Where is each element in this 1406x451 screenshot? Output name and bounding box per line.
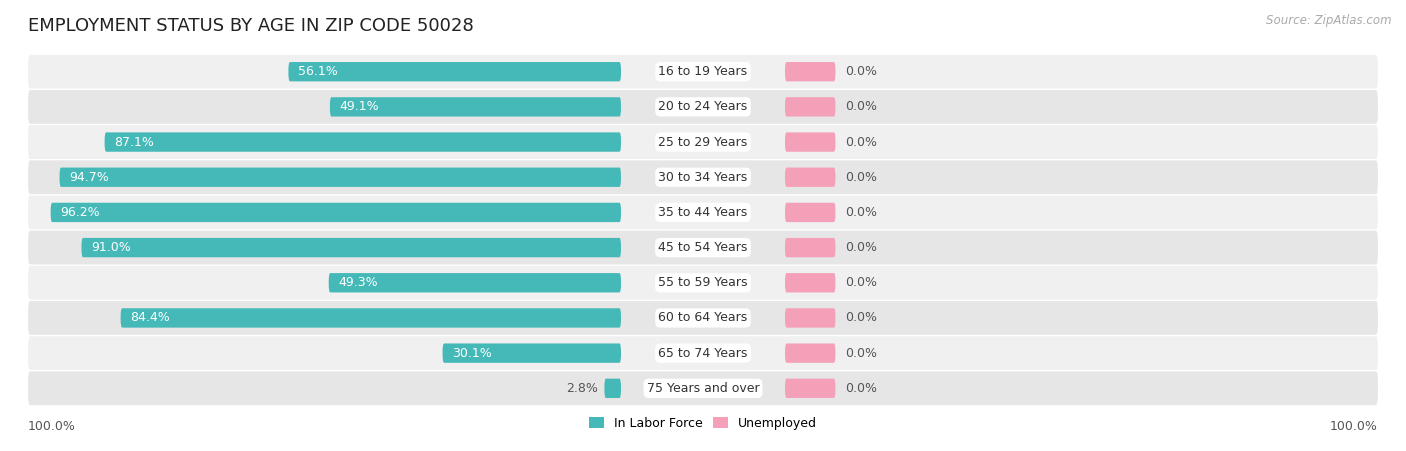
Text: 0.0%: 0.0% (845, 101, 877, 113)
Text: 60 to 64 Years: 60 to 64 Years (658, 312, 748, 324)
Text: 0.0%: 0.0% (845, 171, 877, 184)
Text: 65 to 74 Years: 65 to 74 Years (658, 347, 748, 359)
Text: Source: ZipAtlas.com: Source: ZipAtlas.com (1267, 14, 1392, 27)
FancyBboxPatch shape (785, 168, 835, 187)
Text: 0.0%: 0.0% (845, 241, 877, 254)
Text: 0.0%: 0.0% (845, 382, 877, 395)
FancyBboxPatch shape (28, 266, 1378, 299)
FancyBboxPatch shape (605, 379, 621, 398)
FancyBboxPatch shape (82, 238, 621, 257)
Text: 49.3%: 49.3% (339, 276, 378, 289)
FancyBboxPatch shape (785, 308, 835, 327)
Text: 0.0%: 0.0% (845, 206, 877, 219)
FancyBboxPatch shape (288, 62, 621, 81)
FancyBboxPatch shape (785, 133, 835, 152)
Text: 56.1%: 56.1% (298, 65, 337, 78)
Text: 84.4%: 84.4% (131, 312, 170, 324)
Text: 87.1%: 87.1% (114, 136, 153, 148)
FancyBboxPatch shape (785, 273, 835, 292)
Text: 49.1%: 49.1% (339, 101, 380, 113)
FancyBboxPatch shape (28, 301, 1378, 335)
FancyBboxPatch shape (28, 161, 1378, 194)
Text: 0.0%: 0.0% (845, 136, 877, 148)
Text: 0.0%: 0.0% (845, 276, 877, 289)
FancyBboxPatch shape (785, 379, 835, 398)
Text: EMPLOYMENT STATUS BY AGE IN ZIP CODE 50028: EMPLOYMENT STATUS BY AGE IN ZIP CODE 500… (28, 17, 474, 35)
FancyBboxPatch shape (785, 238, 835, 257)
Text: 55 to 59 Years: 55 to 59 Years (658, 276, 748, 289)
Text: 20 to 24 Years: 20 to 24 Years (658, 101, 748, 113)
FancyBboxPatch shape (28, 90, 1378, 124)
FancyBboxPatch shape (28, 372, 1378, 405)
FancyBboxPatch shape (28, 231, 1378, 264)
Text: 2.8%: 2.8% (567, 382, 598, 395)
FancyBboxPatch shape (785, 62, 835, 81)
Text: 35 to 44 Years: 35 to 44 Years (658, 206, 748, 219)
FancyBboxPatch shape (28, 55, 1378, 88)
Text: 25 to 29 Years: 25 to 29 Years (658, 136, 748, 148)
FancyBboxPatch shape (51, 203, 621, 222)
FancyBboxPatch shape (443, 344, 621, 363)
Text: 75 Years and over: 75 Years and over (647, 382, 759, 395)
FancyBboxPatch shape (28, 125, 1378, 159)
FancyBboxPatch shape (121, 308, 621, 327)
Text: 0.0%: 0.0% (845, 312, 877, 324)
FancyBboxPatch shape (785, 344, 835, 363)
FancyBboxPatch shape (329, 273, 621, 292)
FancyBboxPatch shape (28, 196, 1378, 229)
FancyBboxPatch shape (104, 133, 621, 152)
FancyBboxPatch shape (785, 203, 835, 222)
Text: 45 to 54 Years: 45 to 54 Years (658, 241, 748, 254)
Text: 16 to 19 Years: 16 to 19 Years (658, 65, 748, 78)
FancyBboxPatch shape (28, 336, 1378, 370)
Text: 100.0%: 100.0% (28, 420, 76, 433)
Text: 91.0%: 91.0% (91, 241, 131, 254)
FancyBboxPatch shape (330, 97, 621, 116)
Text: 96.2%: 96.2% (60, 206, 100, 219)
Text: 0.0%: 0.0% (845, 347, 877, 359)
Legend: In Labor Force, Unemployed: In Labor Force, Unemployed (583, 412, 823, 435)
FancyBboxPatch shape (785, 97, 835, 116)
Text: 100.0%: 100.0% (1330, 420, 1378, 433)
Text: 30 to 34 Years: 30 to 34 Years (658, 171, 748, 184)
FancyBboxPatch shape (59, 168, 621, 187)
Text: 94.7%: 94.7% (69, 171, 108, 184)
Text: 30.1%: 30.1% (451, 347, 492, 359)
Text: 0.0%: 0.0% (845, 65, 877, 78)
